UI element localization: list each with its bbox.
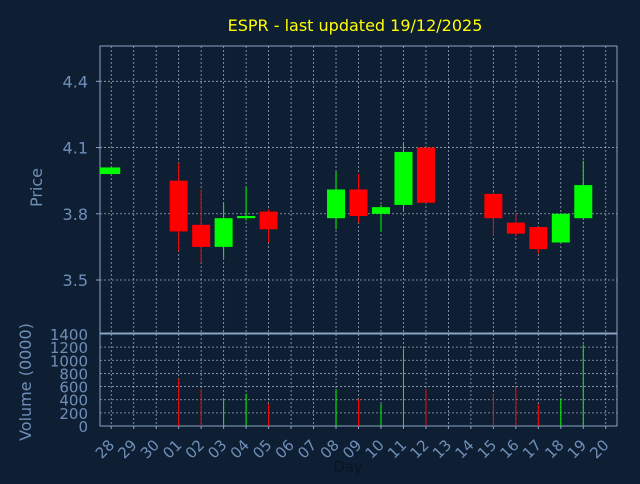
price-panel-frame bbox=[99, 45, 618, 334]
price-axis-label: Price bbox=[27, 168, 46, 207]
candle-body bbox=[349, 189, 368, 216]
volume-tick-label: 200 bbox=[59, 405, 88, 423]
candles bbox=[100, 143, 593, 263]
volume-axis-label: Volume (0000) bbox=[16, 323, 35, 441]
price-tick-label: 3.8 bbox=[63, 205, 88, 224]
volume-bars bbox=[178, 344, 584, 426]
volume-tick-label: 1000 bbox=[50, 352, 88, 370]
volume-tick-label: 400 bbox=[59, 392, 88, 410]
volume-tick-label: 0 bbox=[78, 418, 88, 436]
candle-body bbox=[371, 207, 390, 214]
candle-body bbox=[506, 222, 525, 234]
volume-tick-label: 1200 bbox=[50, 339, 88, 357]
x-axis-label: Day bbox=[333, 458, 363, 476]
volume-tick-label: 800 bbox=[59, 365, 88, 383]
candle-body bbox=[529, 227, 548, 250]
volume-tick-label: 600 bbox=[59, 379, 88, 397]
candle-body bbox=[100, 167, 121, 175]
candle-body bbox=[394, 151, 413, 205]
candle-body bbox=[214, 218, 233, 247]
candle-body bbox=[574, 185, 593, 219]
volume-tick-label: 1400 bbox=[50, 326, 88, 344]
candle-body bbox=[169, 180, 188, 232]
price-tick-label: 4.4 bbox=[63, 72, 88, 91]
candle-body bbox=[237, 215, 256, 219]
candle-body bbox=[259, 211, 278, 230]
candle-body bbox=[416, 147, 435, 203]
candle-body bbox=[484, 193, 503, 219]
price-tick-label: 4.1 bbox=[63, 139, 88, 158]
candle-body bbox=[192, 224, 211, 247]
price-tick-label: 3.5 bbox=[63, 271, 88, 290]
x-tick-label: 20 bbox=[586, 436, 612, 462]
candle-body bbox=[327, 189, 346, 219]
candle-body bbox=[551, 213, 570, 243]
chart-title: ESPR - last updated 19/12/2025 bbox=[228, 16, 483, 35]
